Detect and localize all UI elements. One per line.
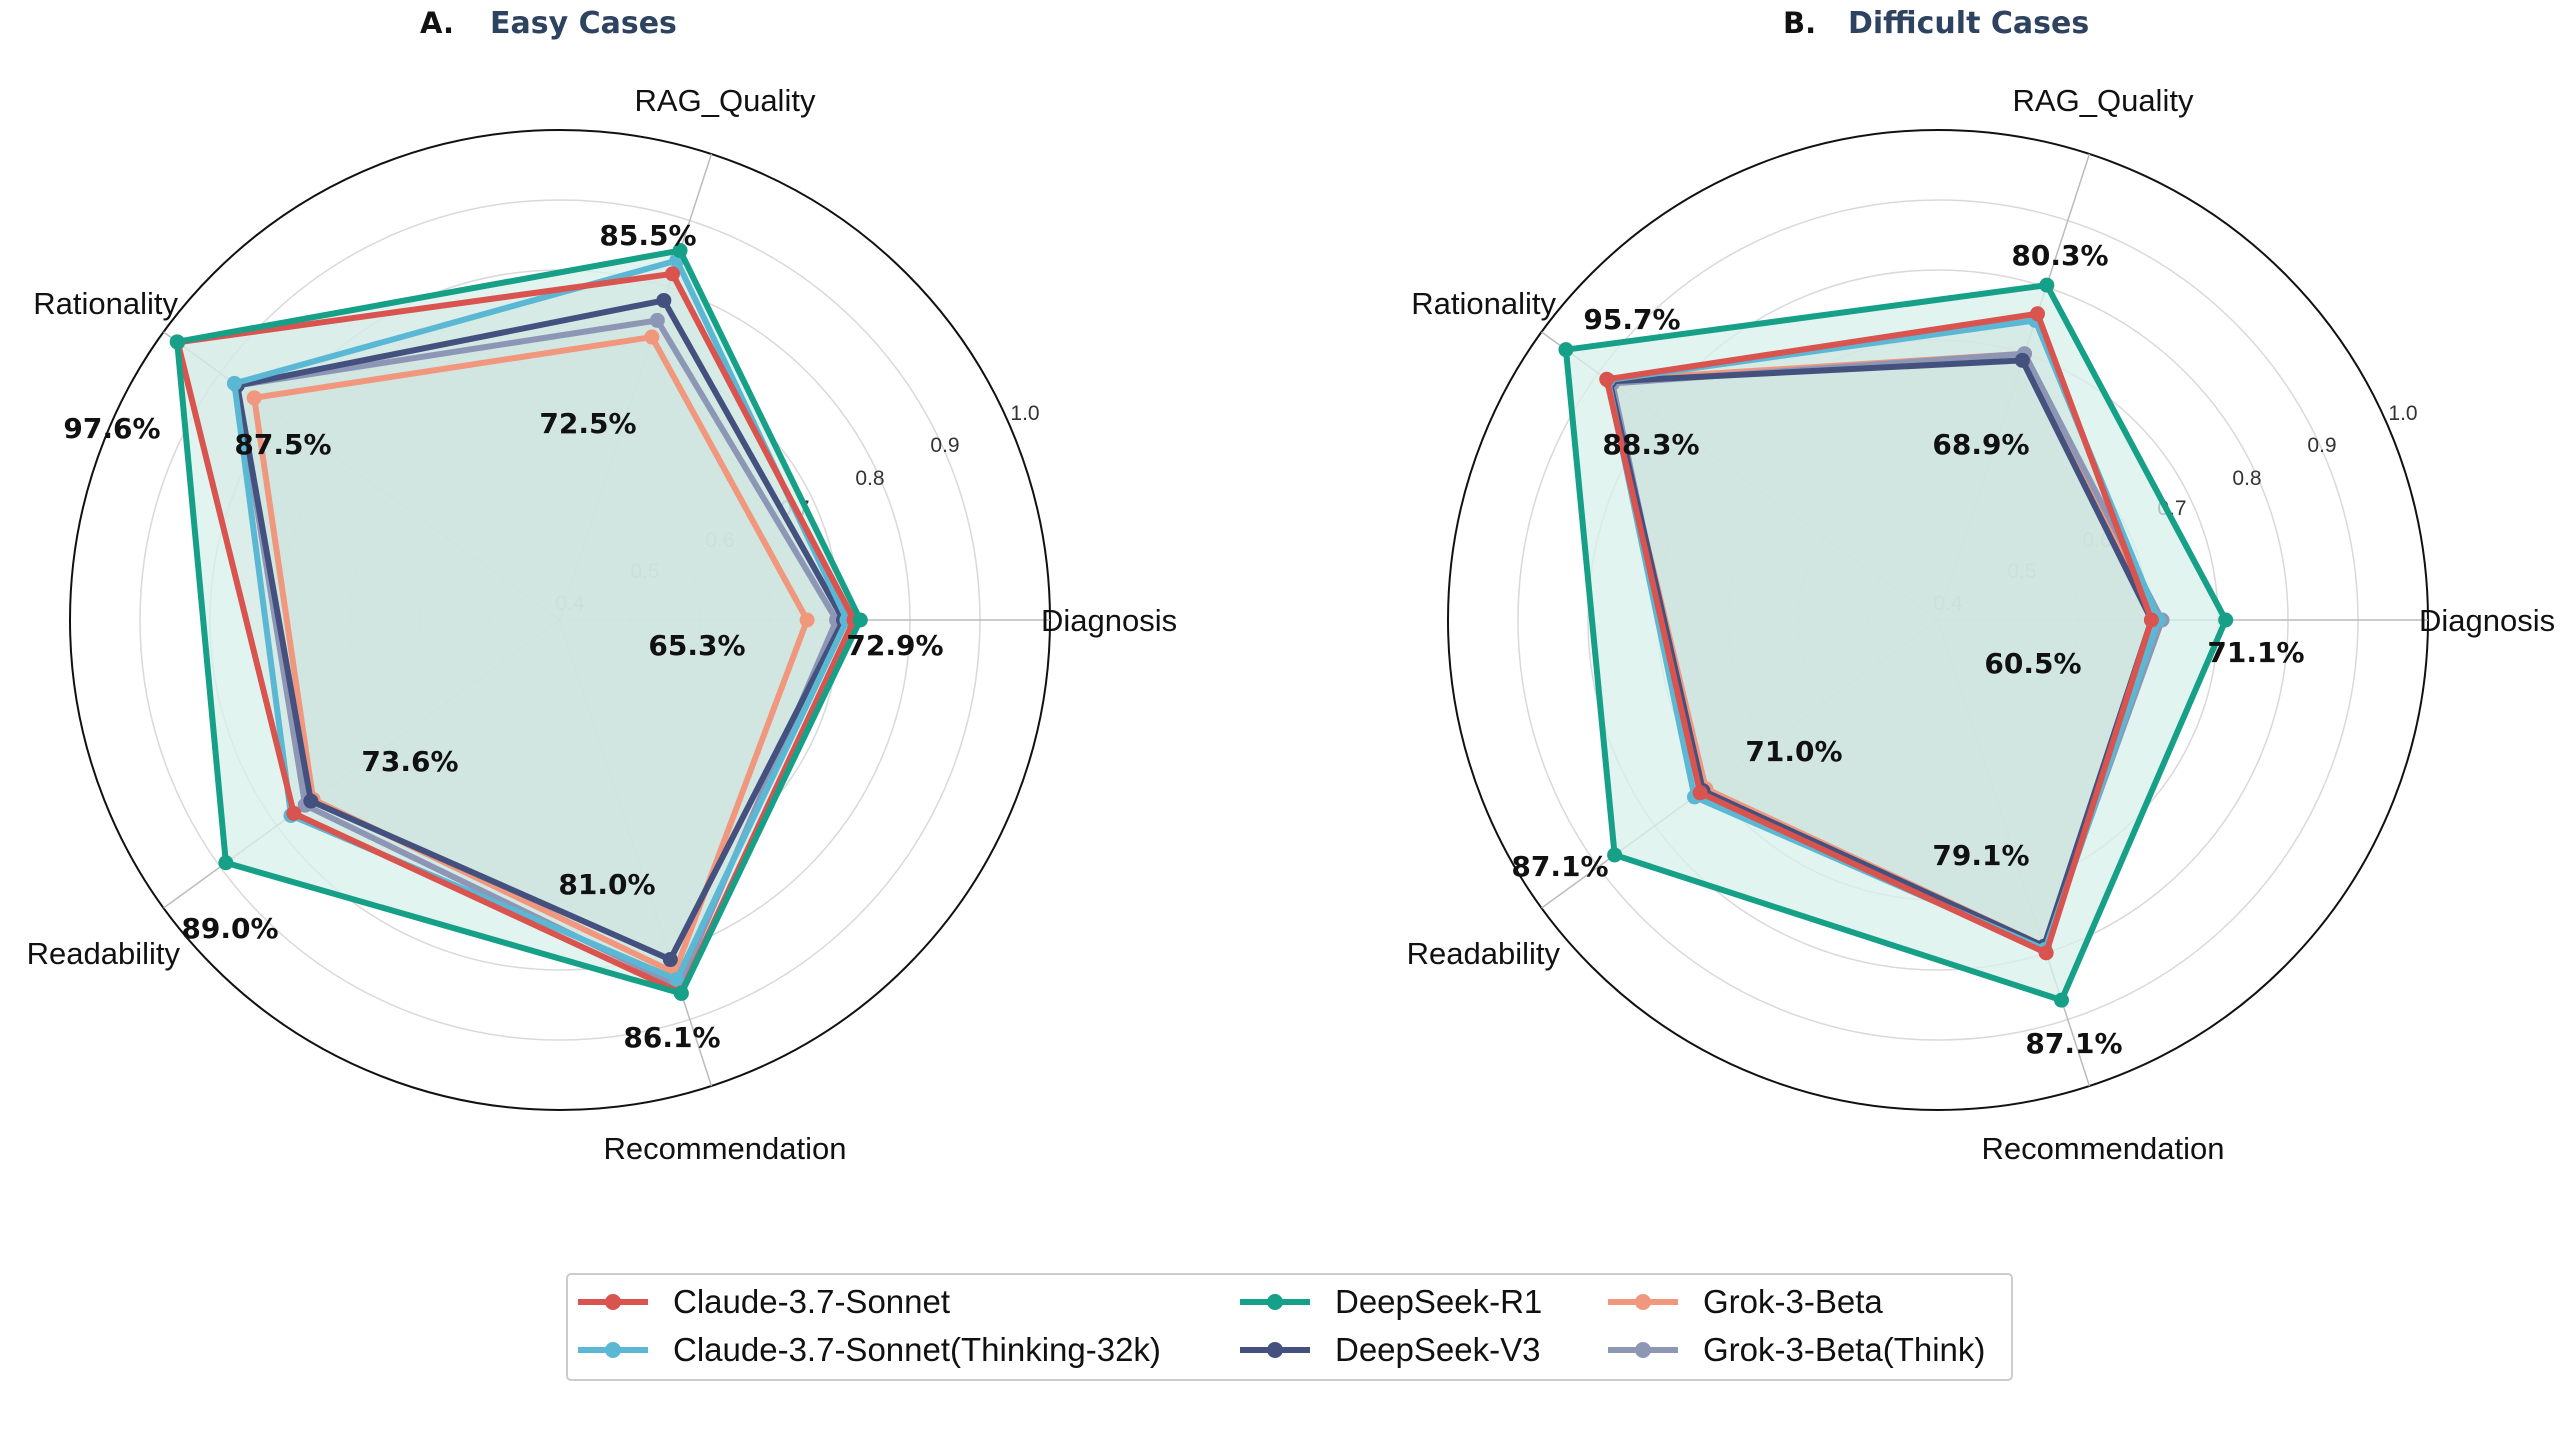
- series-point-grok-3-beta: [799, 612, 815, 628]
- series-point-claude-3-7-sonnet: [2144, 612, 2159, 628]
- series-line-deepseek-r1: [174, 247, 864, 997]
- series-line-claude-3-7-sonnet-thinking-32k: [231, 257, 850, 983]
- axis-label-readability: Readability: [1407, 936, 1561, 971]
- value-annotation: 73.6%: [361, 745, 458, 778]
- series-point-deepseek-r1: [673, 985, 689, 1001]
- value-annotation: 65.3%: [648, 629, 745, 662]
- series-area-deepseek-r1: [1565, 285, 2226, 1001]
- series-point-claude-3-7-sonnet: [2038, 945, 2054, 961]
- panel-easy-cases: A. Easy Cases 0.40.50.60.70.80.91.0Diagn…: [27, 6, 1178, 1166]
- value-annotation: 85.5%: [599, 219, 696, 252]
- legend-label-claude-3-7-sonnet-thinking-32k: Claude-3.7-Sonnet(Thinking-32k): [673, 1331, 1161, 1368]
- radial-tick-label: 0.9: [2307, 434, 2336, 457]
- value-annotation: 71.1%: [2207, 636, 2304, 669]
- value-annotation: 97.6%: [63, 412, 160, 445]
- series-point-deepseek-r1: [2054, 992, 2070, 1008]
- series-point-deepseek-v3: [2014, 352, 2030, 368]
- series-point-deepseek-r1: [2218, 612, 2234, 628]
- series-point-deepseek-v3: [656, 292, 672, 308]
- series-point-grok-3-beta-think: [649, 312, 665, 328]
- series-point-grok-3-beta: [644, 329, 660, 345]
- legend-swatch-marker: [1267, 1294, 1283, 1310]
- value-annotation: 68.9%: [1932, 428, 2029, 461]
- value-annotation: 71.0%: [1745, 735, 1842, 768]
- radial-tick-label: 1.0: [1010, 402, 1039, 425]
- panel-title: Easy Cases: [490, 6, 677, 41]
- value-annotation: 87.1%: [1511, 850, 1608, 883]
- panel-label: B.: [1783, 6, 1816, 40]
- series-point-deepseek-r1: [852, 612, 868, 628]
- value-annotation: 87.5%: [234, 428, 331, 461]
- legend-swatch-marker: [1267, 1342, 1283, 1358]
- value-annotation: 72.9%: [846, 629, 943, 662]
- series-point-deepseek-r1: [218, 855, 234, 871]
- radial-tick-label: 0.9: [930, 434, 959, 457]
- axis-label-diagnosis: Diagnosis: [2419, 603, 2555, 638]
- axis-label-diagnosis: Diagnosis: [1041, 603, 1177, 638]
- value-annotation: 81.0%: [558, 868, 655, 901]
- series-point-claude-3-7-sonnet-thinking-32k: [669, 971, 685, 987]
- legend-swatch-marker: [1635, 1342, 1651, 1358]
- value-annotation: 79.1%: [1932, 839, 2029, 872]
- radial-tick-label: 1.0: [2388, 402, 2417, 425]
- series-point-deepseek-r1: [1558, 342, 1574, 358]
- legend-swatch-marker: [1635, 1294, 1651, 1310]
- series-point-claude-3-7-sonnet: [2030, 306, 2046, 322]
- axis-label-readability: Readability: [27, 936, 181, 971]
- radial-tick-label: 0.8: [855, 467, 884, 490]
- value-annotation: 88.3%: [1602, 428, 1699, 461]
- value-annotation: 86.1%: [623, 1021, 720, 1054]
- axis-label-rationality: Rationality: [1411, 286, 1556, 321]
- value-annotation: 89.0%: [181, 912, 278, 945]
- legend-label-deepseek-r1: DeepSeek-R1: [1335, 1283, 1542, 1320]
- series-point-deepseek-v3: [303, 793, 319, 809]
- series-point-deepseek-v3: [662, 952, 678, 968]
- series-line-claude-3-7-sonnet: [1603, 310, 2155, 956]
- series-line-deepseek-r1: [1562, 282, 2229, 1004]
- series-point-claude-3-7-sonnet: [1599, 371, 1615, 387]
- legend-label-claude-3-7-sonnet: Claude-3.7-Sonnet: [673, 1283, 950, 1320]
- series-point-claude-3-7-sonnet-thinking-32k: [226, 375, 242, 391]
- series-point-claude-3-7-sonnet: [286, 805, 302, 821]
- axis-label-rag-quality: RAG_Quality: [2013, 83, 2194, 118]
- panel-title: Difficult Cases: [1848, 6, 2089, 41]
- value-annotation: 60.5%: [1984, 647, 2081, 680]
- axis-label-recommendation: Recommendation: [604, 1131, 847, 1166]
- axis-label-recommendation: Recommendation: [1982, 1131, 2225, 1166]
- legend-swatch-marker: [605, 1342, 621, 1358]
- legend: Claude-3.7-Sonnet Claude-3.7-Sonnet(Think…: [566, 1273, 2013, 1381]
- axis-label-rationality: Rationality: [33, 286, 178, 321]
- legend-swatch-marker: [605, 1294, 621, 1310]
- series-point-claude-3-7-sonnet: [1692, 785, 1708, 801]
- series-point-claude-3-7-sonnet: [664, 266, 680, 282]
- axis-label-rag-quality: RAG_Quality: [635, 83, 816, 118]
- legend-label-grok-3-beta: Grok-3-Beta: [1703, 1283, 1883, 1320]
- series-point-grok-3-beta: [246, 390, 262, 406]
- value-annotation: 80.3%: [2011, 239, 2108, 272]
- panel-difficult-cases: B. Difficult Cases 0.40.50.60.70.80.91.0…: [1407, 6, 2556, 1166]
- value-annotation: 95.7%: [1583, 303, 1680, 336]
- legend-label-deepseek-v3: DeepSeek-V3: [1335, 1331, 1540, 1368]
- series-point-deepseek-r1: [1607, 847, 1623, 863]
- value-annotation: 87.1%: [2025, 1027, 2122, 1060]
- panel-label: A.: [420, 6, 454, 40]
- series-line-deepseek-v3: [234, 297, 847, 963]
- series-area-deepseek-r1: [177, 250, 861, 994]
- series-point-deepseek-r1: [169, 334, 185, 350]
- value-annotation: 72.5%: [539, 407, 636, 440]
- radial-tick-label: 0.8: [2232, 467, 2261, 490]
- legend-label-grok-3-beta-think: Grok-3-Beta(Think): [1703, 1331, 1985, 1368]
- series-point-deepseek-r1: [672, 243, 688, 259]
- series-point-deepseek-r1: [2039, 277, 2055, 293]
